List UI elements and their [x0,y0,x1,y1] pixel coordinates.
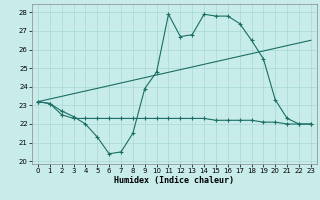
X-axis label: Humidex (Indice chaleur): Humidex (Indice chaleur) [115,176,234,185]
